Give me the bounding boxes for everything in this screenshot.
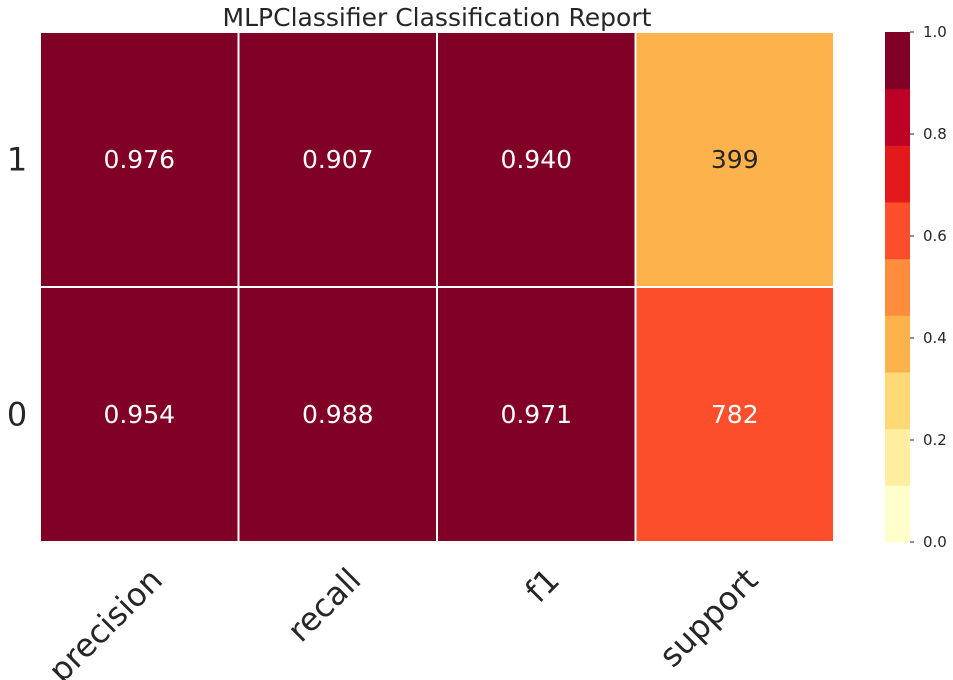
colorbar-tick-label: 0.2 <box>923 431 947 449</box>
row-tick-label-1: 1 <box>7 141 27 179</box>
colorbar: 0.0 0.2 0.4 0.6 0.8 1.0 <box>885 23 947 551</box>
colorbar-bin-1 <box>885 428 910 486</box>
heatmap-cell-labels: 0.976 0.907 0.940 399 0.954 0.988 0.971 782 <box>103 145 758 429</box>
heatmap-cell-0-recall <box>237 286 438 543</box>
heatmap-cells <box>39 31 835 543</box>
colorbar-tick-label: 0.6 <box>923 227 947 245</box>
colorbar-bin-6 <box>885 145 910 203</box>
colorbar-bin-2 <box>885 372 910 430</box>
colorbar-tick-label: 0.4 <box>923 329 947 347</box>
colorbar-tick-label: 1.0 <box>923 23 947 41</box>
row-tick-label-0: 0 <box>7 396 27 434</box>
cell-value-0-precision: 0.954 <box>103 400 175 429</box>
cell-value-1-support: 399 <box>711 145 759 174</box>
heatmap-cell-1-support <box>634 31 835 288</box>
cell-value-1-recall: 0.907 <box>302 145 374 174</box>
colorbar-bin-3 <box>885 315 910 373</box>
column-tick-label-support: support <box>652 561 766 675</box>
heatmap-cell-0-precision <box>39 286 240 543</box>
column-tick-label-recall: recall <box>280 561 368 649</box>
colorbar-bin-8 <box>885 32 910 90</box>
colorbar-tick-label: 0.8 <box>923 125 947 143</box>
heatmap-cell-0-f1 <box>436 286 637 543</box>
heatmap-cell-1-recall <box>237 31 438 288</box>
colorbar-bin-4 <box>885 258 910 316</box>
colorbar-bin-0 <box>885 485 910 543</box>
colorbar-bin-7 <box>885 88 910 146</box>
colorbar-bin-5 <box>885 202 910 260</box>
cell-value-1-precision: 0.976 <box>103 145 175 174</box>
column-tick-labels: precision recall f1 support <box>41 561 765 680</box>
heatmap-cell-1-f1 <box>436 31 637 288</box>
colorbar-tick-label: 0.0 <box>923 533 947 551</box>
column-tick-label-f1: f1 <box>518 561 567 610</box>
row-tick-labels: 10 <box>7 141 27 434</box>
chart-title: MLPClassifier Classification Report <box>223 3 652 32</box>
column-tick-label-precision: precision <box>41 561 170 680</box>
cell-value-0-f1: 0.971 <box>500 400 572 429</box>
cell-value-0-support: 782 <box>711 400 759 429</box>
heatmap-cell-0-support <box>634 286 835 543</box>
cell-value-1-f1: 0.940 <box>500 145 572 174</box>
cell-value-0-recall: 0.988 <box>302 400 374 429</box>
heatmap-cell-1-precision <box>39 31 240 288</box>
